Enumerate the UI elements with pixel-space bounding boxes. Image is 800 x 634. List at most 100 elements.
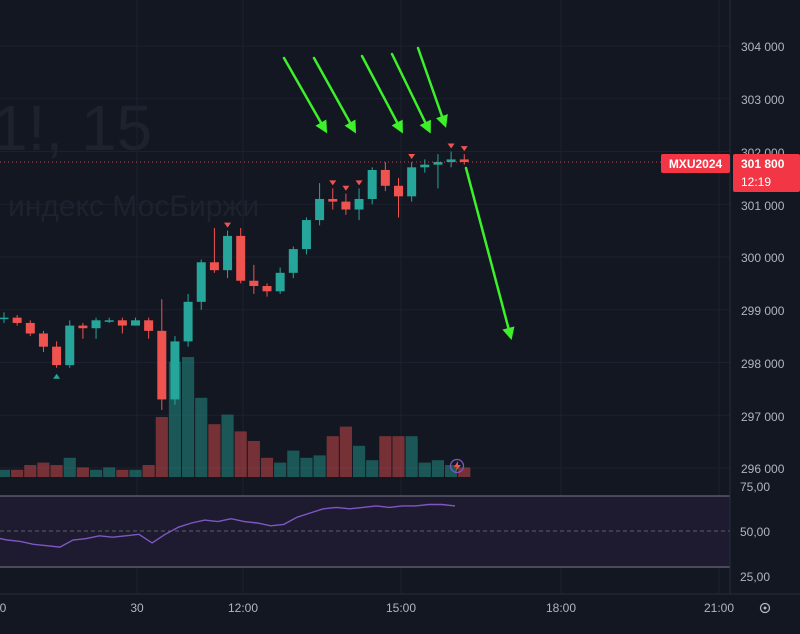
candle-body bbox=[209, 262, 219, 271]
volume-bar bbox=[352, 445, 366, 477]
watermark-symbol: 1!, 15 bbox=[0, 92, 152, 164]
candle-body bbox=[249, 280, 259, 287]
rsi-axis[interactable]: 75,00 50,00 25,00 bbox=[740, 480, 770, 584]
time-tick: 18:00 bbox=[546, 601, 576, 615]
price-tick: 304 000 bbox=[741, 40, 785, 54]
volume-bar bbox=[445, 465, 458, 477]
down-signal-marker bbox=[460, 146, 468, 152]
candle-body bbox=[117, 320, 127, 326]
volume-bar bbox=[379, 436, 392, 477]
candle-body bbox=[183, 301, 193, 342]
watermark-description: индекс МосБиржи bbox=[8, 190, 259, 223]
volume-bar bbox=[103, 467, 116, 477]
candle-body bbox=[196, 262, 206, 302]
rsi-line bbox=[0, 503, 456, 548]
candle-body bbox=[131, 320, 140, 326]
candle-body bbox=[52, 346, 62, 366]
volume-bar bbox=[418, 462, 431, 477]
annotation-arrows bbox=[282, 46, 515, 341]
volume-bar bbox=[234, 431, 247, 477]
arrow-2 bbox=[312, 56, 357, 134]
grid-lines bbox=[0, 0, 730, 594]
volume-bar bbox=[89, 469, 103, 477]
last-price-value: 301 800 bbox=[741, 157, 785, 171]
price-tick: 298 000 bbox=[741, 357, 785, 371]
symbol-badge[interactable]: MXU2024 bbox=[661, 154, 730, 173]
time-axis[interactable]: 0 30 12:00 15:00 18:00 21:00 bbox=[0, 601, 734, 615]
candle-body bbox=[275, 272, 285, 292]
price-tick: 303 000 bbox=[741, 93, 785, 107]
candle-body bbox=[367, 169, 377, 199]
arrow-3 bbox=[360, 54, 403, 134]
candle-body bbox=[0, 317, 9, 320]
volume-bar bbox=[195, 397, 208, 477]
candle-body bbox=[104, 320, 114, 322]
arrow-4 bbox=[390, 52, 431, 134]
candles[interactable] bbox=[0, 151, 469, 410]
volume-bar bbox=[155, 417, 168, 477]
volume-bar bbox=[208, 424, 221, 477]
time-tick: 12:00 bbox=[228, 601, 258, 615]
volume-bar bbox=[405, 436, 418, 477]
rsi-tick: 25,00 bbox=[740, 570, 770, 584]
arrow-1 bbox=[282, 56, 328, 134]
volume-bar bbox=[431, 460, 445, 477]
candle-body bbox=[38, 333, 48, 347]
candle-body bbox=[394, 185, 403, 197]
rsi-band bbox=[0, 496, 730, 568]
volume-bar bbox=[392, 436, 405, 477]
signal-markers bbox=[53, 143, 468, 379]
volume-bar bbox=[182, 357, 195, 477]
volume-bar bbox=[37, 462, 50, 477]
arrow-5 bbox=[416, 46, 448, 128]
candle-body bbox=[288, 249, 298, 273]
time-tick: 15:00 bbox=[386, 601, 416, 615]
candle-body bbox=[78, 325, 88, 329]
rsi-tick: 75,00 bbox=[740, 480, 770, 494]
arrow-6-forecast bbox=[464, 166, 515, 341]
candle-body bbox=[236, 235, 246, 281]
bar-countdown: 12:19 bbox=[741, 175, 771, 189]
volume-bar bbox=[260, 457, 274, 477]
volume-bar bbox=[50, 465, 63, 477]
rsi-tick: 50,00 bbox=[740, 525, 770, 539]
candle-body bbox=[459, 159, 469, 163]
volume-bar bbox=[24, 465, 37, 477]
volume-bar bbox=[274, 462, 287, 477]
volume-bar bbox=[247, 441, 260, 477]
time-tick: 21:00 bbox=[704, 601, 734, 615]
down-signal-marker bbox=[329, 180, 337, 186]
down-signal-marker bbox=[355, 180, 363, 186]
volume-bar bbox=[366, 460, 379, 477]
candle-body bbox=[65, 325, 75, 366]
volume-bar bbox=[129, 469, 142, 477]
price-tick: 300 000 bbox=[741, 251, 785, 265]
candle-body bbox=[354, 198, 364, 210]
up-signal-marker bbox=[53, 373, 61, 379]
down-signal-marker bbox=[224, 222, 232, 228]
volume-bar bbox=[0, 469, 11, 477]
down-signal-marker bbox=[342, 185, 350, 191]
candle-body bbox=[157, 330, 167, 400]
last-price-label[interactable]: 301 800 12:19 bbox=[733, 154, 800, 192]
price-axis[interactable]: 304 000 303 000 302 000 301 000 300 000 … bbox=[741, 40, 785, 476]
lightning-icon[interactable] bbox=[449, 458, 465, 474]
candle-body bbox=[433, 162, 443, 165]
candle-body bbox=[25, 322, 35, 334]
candle-body bbox=[170, 341, 180, 400]
price-tick: 299 000 bbox=[741, 304, 785, 318]
candle-body bbox=[12, 317, 22, 323]
price-tick: 301 000 bbox=[741, 199, 785, 213]
volume-bar bbox=[339, 426, 352, 477]
candle-body bbox=[301, 220, 311, 250]
candle-body bbox=[420, 164, 430, 168]
volume-bar bbox=[116, 469, 129, 477]
time-tick: 30 bbox=[130, 601, 144, 615]
candle-body bbox=[223, 235, 233, 271]
candle-body bbox=[315, 198, 325, 221]
gear-icon[interactable] bbox=[759, 602, 771, 614]
candle-body bbox=[262, 286, 272, 292]
symbol-badge-label: MXU2024 bbox=[669, 157, 723, 171]
volume-bar bbox=[313, 455, 326, 477]
